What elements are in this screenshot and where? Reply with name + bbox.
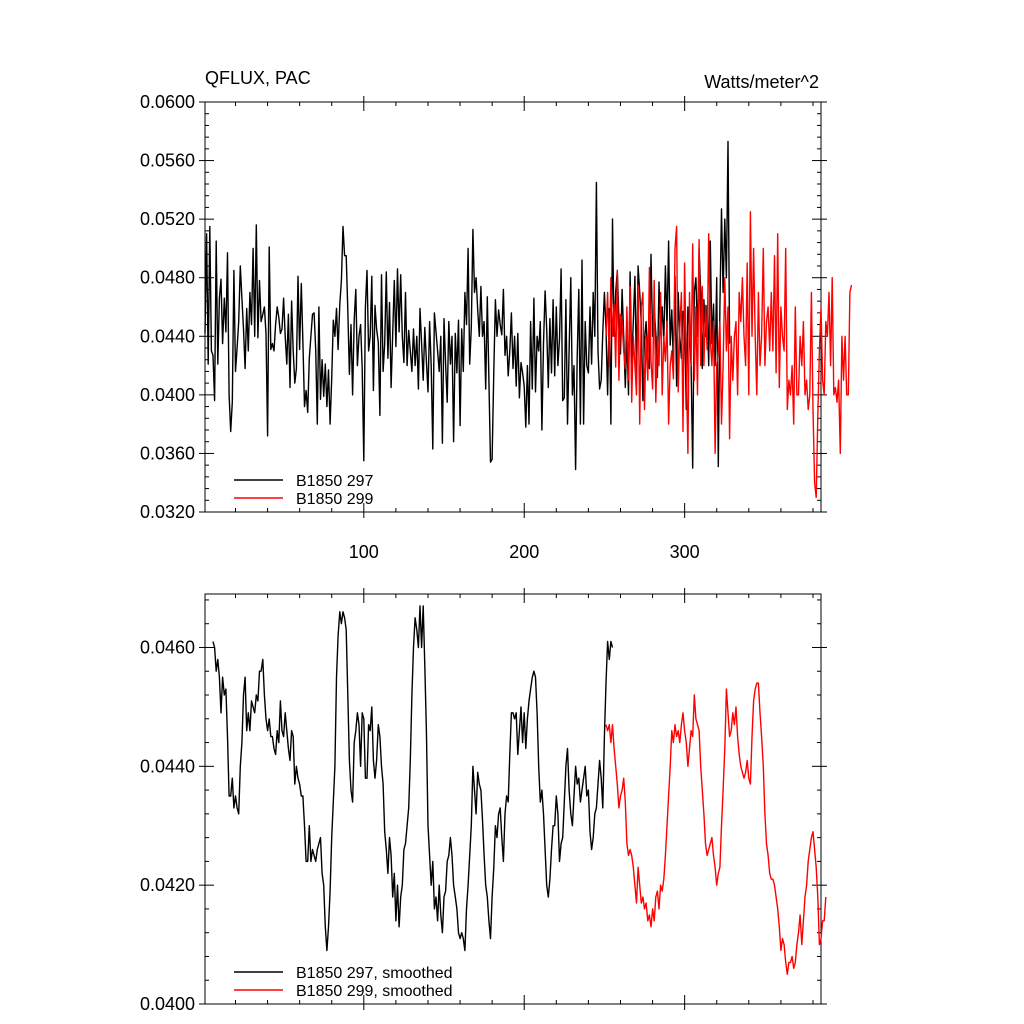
top-panel: 0.0320 0.0360 0.0400 0.0440 0.0480 0.0520 0.05… [140, 68, 853, 562]
legend-label: B1850 299, smoothed [296, 983, 453, 1000]
legend-label: B1850 297 [296, 473, 374, 490]
y-tick-label: 0.0460 [140, 637, 195, 657]
plot-frame [204, 593, 822, 1005]
y-tick-label: 0.0360 [140, 443, 195, 463]
chart-title: QFLUX, PAC [205, 68, 311, 88]
series-line-1 [212, 605, 614, 952]
x-tick-label: 300 [670, 542, 700, 562]
units-label: Watts/meter^2 [704, 72, 819, 92]
y-tick-label: 0.0600 [140, 92, 195, 112]
series-line-2 [605, 211, 853, 499]
y-tick-label: 0.0420 [140, 875, 195, 895]
series-line-1 [204, 140, 731, 471]
legend-label: B1850 297, smoothed [296, 965, 453, 982]
y-tick-label: 0.0560 [140, 151, 195, 171]
bottom-panel: 0.0400 0.0420 0.0440 0.0460 B1850 297, smoot… [140, 588, 827, 1014]
y-tick-label: 0.0400 [140, 994, 195, 1014]
y-tick-label: 0.0440 [140, 326, 195, 346]
y-tick-label: 0.0440 [140, 756, 195, 776]
y-tick-label: 0.0480 [140, 268, 195, 288]
x-tick-label: 200 [509, 542, 539, 562]
y-tick-label: 0.0520 [140, 209, 195, 229]
y-tick-label: 0.0400 [140, 385, 195, 405]
legend-label: B1850 299 [296, 491, 374, 508]
x-tick-label: 100 [349, 542, 379, 562]
series-line-2 [605, 682, 827, 975]
y-tick-label: 0.0320 [140, 502, 195, 522]
